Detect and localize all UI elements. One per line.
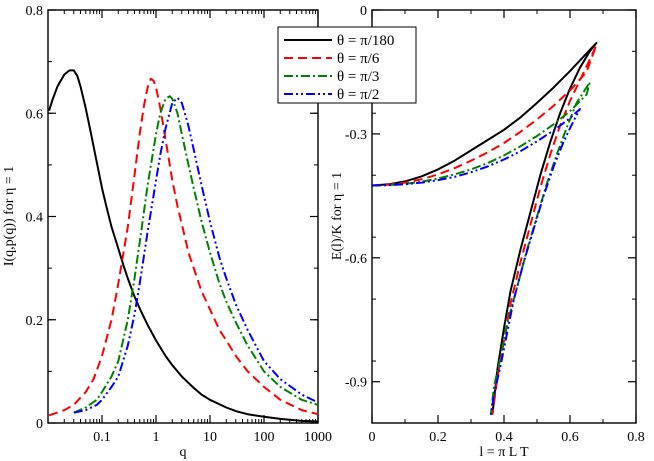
- legend-entries: θ = π/180 θ = π/6 θ = π/3 θ = π/2: [284, 33, 394, 103]
- left-y-tick-label: 0.4: [26, 211, 44, 226]
- left-series-line-2: [48, 77, 319, 417]
- right-y-axis-label: E(l)/K for η = 1: [330, 172, 345, 260]
- right-chart-panel: 0 0.2 0.4 0.6 0.8 -0.9 -0.6 -0.3 0 l = π L T E(l…: [330, 4, 645, 460]
- right-series-line-1: [371, 42, 598, 415]
- right-x-tick-label: 0.6: [561, 430, 579, 445]
- right-series-line-2: [371, 44, 598, 415]
- left-x-axis-label: q: [180, 445, 187, 460]
- left-x-tick-label: 1000: [304, 430, 332, 445]
- right-x-tick-label: 0.2: [429, 430, 447, 445]
- right-y-tick-label: -0.9: [345, 376, 367, 391]
- legend-label: θ = π/180: [337, 33, 394, 49]
- right-x-axis-label: l = π L T: [479, 445, 529, 460]
- right-series-line-3: [371, 81, 591, 415]
- right-x-tick-label: 0: [369, 430, 376, 445]
- left-x-tick-label: 10: [203, 430, 217, 445]
- right-x-tick-label: 0.8: [627, 430, 645, 445]
- right-y-tick-label: -0.6: [345, 252, 367, 267]
- right-axis-ticks: 0 0.2 0.4 0.6 0.8 -0.9 -0.6 -0.3 0: [345, 4, 645, 445]
- left-x-tick-label: 0.1: [93, 430, 111, 445]
- right-series-group: [371, 42, 598, 415]
- right-y-tick-label: 0: [360, 4, 367, 19]
- left-chart-panel: 0.1 1 10 100 1000 0 0.2 0.4 0.6 0.8 q I(q,p(q)) f…: [2, 4, 332, 460]
- right-x-tick-label: 0.4: [495, 430, 513, 445]
- left-y-tick-label: 0.8: [26, 4, 44, 19]
- left-x-tick-label: 1: [153, 430, 160, 445]
- legend-label: θ = π/2: [337, 87, 379, 103]
- right-series-line-4: [371, 108, 581, 415]
- right-y-tick-label: -0.3: [345, 128, 367, 143]
- left-series-line-1: [48, 69, 319, 423]
- left-y-tick-label: 0: [36, 417, 43, 432]
- left-series-group: [48, 69, 319, 423]
- legend-label: θ = π/3: [337, 69, 379, 85]
- left-series-line-4: [73, 96, 319, 414]
- left-y-tick-label: 0.2: [26, 314, 44, 329]
- left-axis-ticks: 0.1 1 10 100 1000 0 0.2 0.4 0.6 0.8: [26, 4, 333, 445]
- left-y-axis-label: I(q,p(q)) for η = 1: [2, 166, 17, 266]
- legend: θ = π/180 θ = π/6 θ = π/3 θ = π/2: [277, 26, 417, 104]
- left-x-tick-label: 100: [254, 430, 275, 445]
- left-y-tick-label: 0.6: [26, 107, 44, 122]
- left-series-line-3: [73, 95, 319, 414]
- legend-label: θ = π/6: [337, 51, 380, 67]
